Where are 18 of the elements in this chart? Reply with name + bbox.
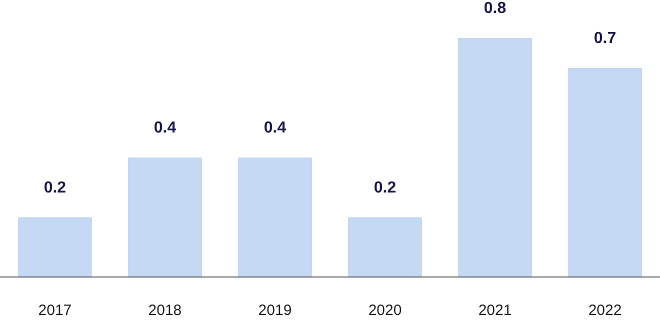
- bar: [458, 38, 532, 277]
- x-tick-label: 2020: [368, 302, 402, 319]
- data-label: 0.2: [374, 179, 396, 196]
- x-tick-label: 2017: [38, 302, 72, 319]
- data-label: 0.8: [484, 0, 506, 17]
- data-label: 0.4: [154, 120, 176, 136]
- data-label: 0.4: [264, 120, 286, 136]
- x-tick-label: 2022: [588, 302, 622, 319]
- x-tick-label: 2018: [148, 302, 182, 319]
- data-label: 0.2: [44, 179, 66, 196]
- bar: [568, 68, 642, 277]
- bar: [128, 158, 202, 277]
- data-label: 0.7: [594, 30, 616, 47]
- bar: [238, 158, 312, 277]
- x-tick-label: 2021: [478, 302, 512, 319]
- bar: [18, 217, 92, 277]
- x-tick-label: 2019: [258, 302, 292, 319]
- bar: [348, 217, 422, 277]
